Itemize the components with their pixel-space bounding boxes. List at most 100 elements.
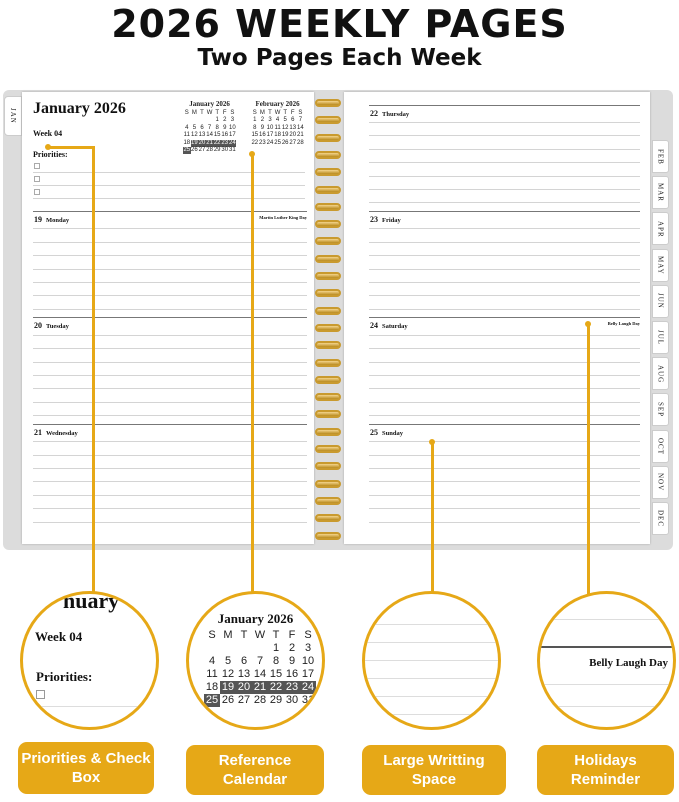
writing-line [33,468,307,469]
zoom-day: 4 [208,655,216,667]
writing-line [33,375,307,376]
zoom-weekday: T [272,629,280,641]
zoom-day: 9 [288,655,296,667]
zoom-priorities-label: Priorities: [36,669,93,684]
tab-apr[interactable]: APR [652,212,669,246]
calendar-day: 7 [298,117,303,124]
zoom-week-row: 25 26 27 28 29 30 31 [204,694,316,707]
zoom-holiday-text: Belly Laugh Day [589,657,668,669]
writing-line [369,454,640,456]
writing-line [33,415,307,417]
calendar-day: 10 [266,124,274,131]
tab-sep[interactable]: SEP [652,393,669,427]
calendar-day: 15 [251,132,259,139]
calendar-week-row: 25 26 27 28 29 30 31 [183,146,236,155]
writing-line [369,415,640,417]
calendar-weekday: F [290,110,295,116]
calendar-day: 18 [183,139,191,146]
spiral-ring [315,150,341,159]
day-divider [369,317,640,319]
calendar-week-row: 18 19 20 21 22 23 24 [183,139,237,147]
tab-feb[interactable]: FEB [652,140,669,173]
zoom-day: 30 [285,694,299,706]
calendar-week-row: 22 23 24 25 26 27 28 [251,140,304,147]
zoom-day [204,642,220,655]
calendar-day [198,117,206,124]
calendar-day: 3 [268,117,272,124]
zoom-weekday: M [223,629,233,641]
priority-checkbox[interactable] [34,176,40,182]
zoom-circle-calendar: January 2026 S M T W T F S 1 2 3 4 5 6 7 8 9 10 11 12 13 14 1… [186,591,325,730]
calendar-day: 12 [191,132,198,139]
zoom-day: 11 [206,668,218,680]
zoom-day: 20 [236,681,252,694]
writing-line [369,282,640,283]
tab-jun[interactable]: JUN [652,284,669,318]
calendar-day: 1 [253,117,257,124]
tab-oct[interactable]: OCT [652,429,669,463]
calendar-weekday: F [222,110,227,116]
zoom-day: 7 [256,655,264,667]
calendar-weekday: T [268,110,272,116]
calendar-weekday: S [252,110,257,116]
writing-line [33,348,307,350]
zoom-day: 12 [221,668,235,680]
spiral-ring [315,445,341,453]
zoom-day: 27 [237,694,251,706]
day-divider [369,423,640,425]
day-divider [369,211,640,212]
zoom-day: 2 [288,642,296,654]
zoom-day: 6 [240,655,248,667]
calendar-day: 8 [215,124,219,131]
day-number: 25 [370,427,378,437]
tab-aug[interactable]: AUG [652,357,669,391]
day-name: Monday [46,217,70,224]
writing-line [33,255,307,257]
tab-dec[interactable]: DEC [652,502,669,535]
day-name: Saturday [382,323,408,331]
priority-checkbox[interactable] [34,163,40,169]
zoom-calendar-title: January 2026 [217,611,294,626]
calendar-day: 17 [229,132,236,139]
calendar-weekday: W [274,110,281,116]
calendar-day: 7 [207,124,212,131]
calendar-title: February 2026 [255,100,300,108]
zoom-day-divider [540,646,673,648]
writing-line [33,361,307,363]
spiral-ring [315,375,341,384]
tab-nov[interactable]: NOV [652,465,669,499]
tab-label: MAY [656,255,665,275]
calendar-day: 28 [206,146,213,153]
tab-jan[interactable]: JAN [4,96,22,136]
zoom-weekday: W [254,629,266,641]
tab-jul[interactable]: JUL [652,321,669,354]
writing-line [369,521,640,523]
priority-line [33,198,305,199]
writing-line [369,388,640,390]
day-number: 19 [34,215,42,224]
spiral-ring [315,393,341,402]
zoom-checkbox[interactable] [36,690,45,699]
tab-mar[interactable]: MAR [652,176,669,210]
calendar-day: 4 [185,124,189,131]
writing-line [33,521,307,523]
tab-may[interactable]: MAY [652,248,669,282]
zoom-weekday: T [240,629,248,641]
writing-line [369,401,640,403]
badge-writing-space: Large Writting Space [362,745,506,795]
calendar-day: 26 [281,139,289,146]
zoom-day: 22 [268,681,284,694]
spiral-ring [315,531,341,540]
zoom-circle-writing [362,591,501,730]
priority-checkbox[interactable] [34,189,40,195]
calendar-weekday: S [230,110,235,116]
writing-line [369,255,640,257]
month-title: January 2026 [33,100,126,117]
tab-label: OCT [656,437,665,455]
writing-line [369,228,640,230]
zoom-calendar-grid: S M T W T F S 1 2 3 4 5 6 7 8 9 10 11 12 13 14 15 16 17 18 19 20 21… [204,629,316,707]
tab-label: NOV [656,473,665,492]
writing-line [33,494,307,496]
